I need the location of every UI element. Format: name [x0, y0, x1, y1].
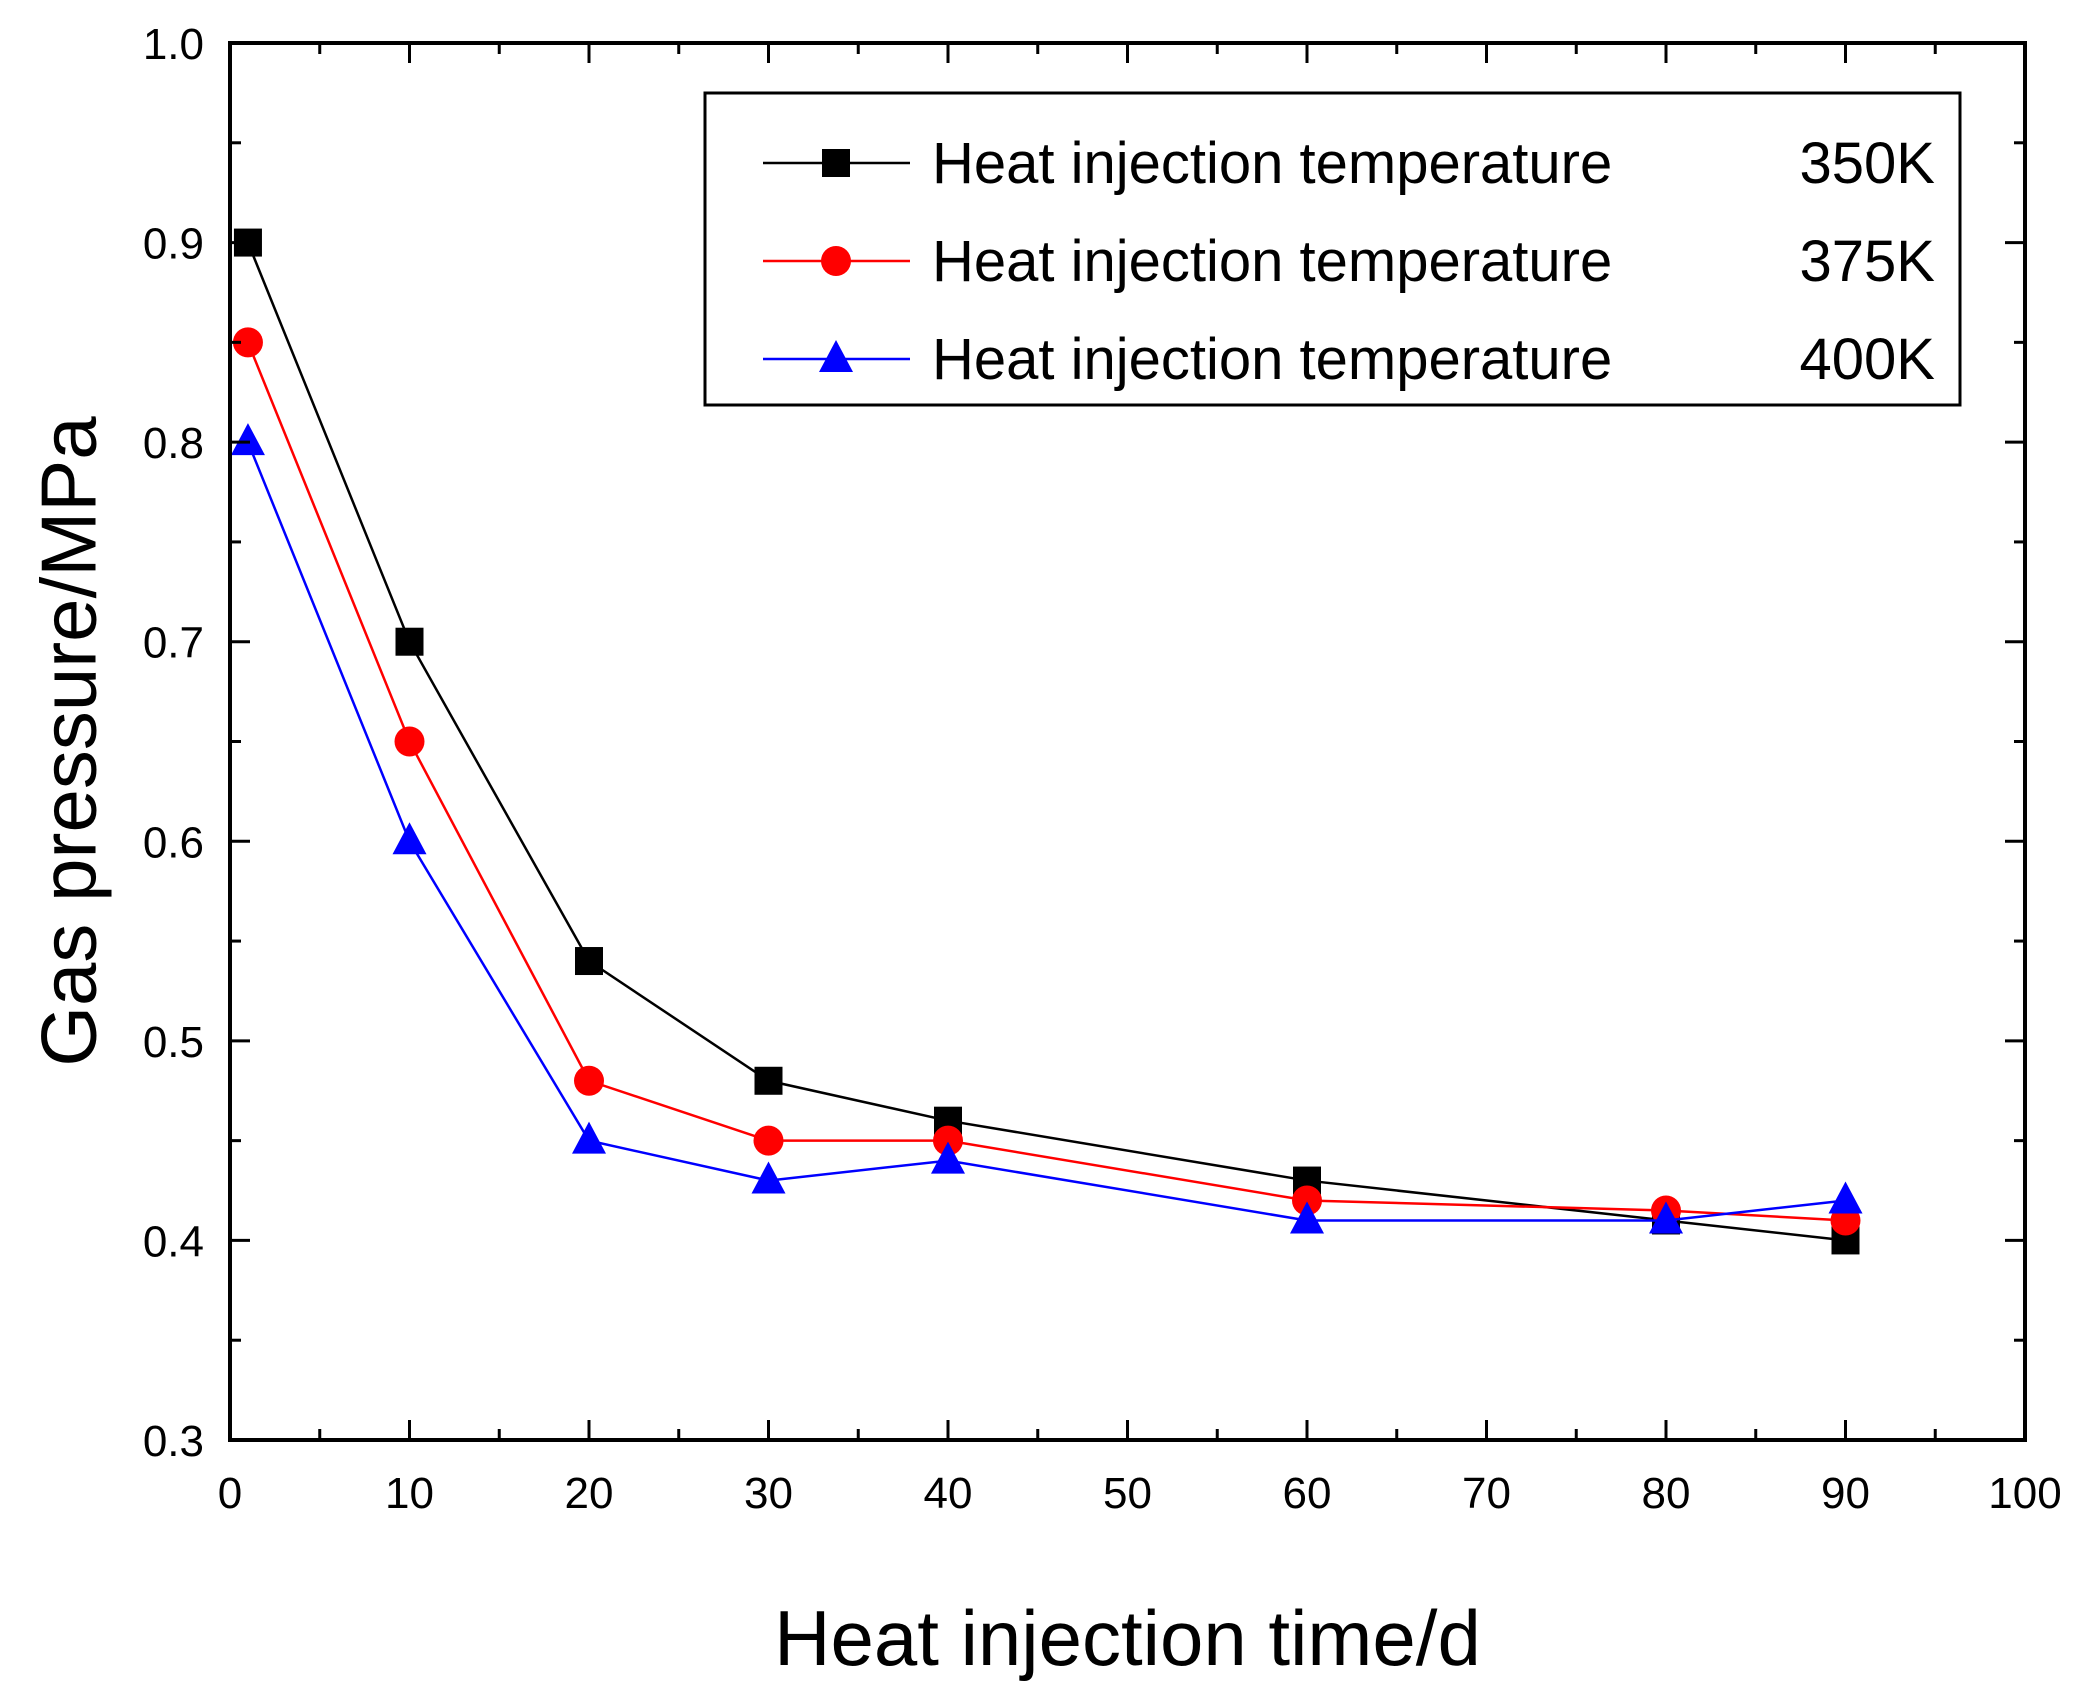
x-tick-label: 100 — [1988, 1469, 2061, 1518]
x-tick-label: 10 — [385, 1469, 434, 1518]
data-point — [392, 822, 427, 855]
series-1 — [232, 327, 1861, 1236]
x-tick-label: 30 — [744, 1469, 793, 1518]
x-axis: 0 10 20 30 40 50 60 70 80 90 100 — [218, 43, 2062, 1518]
legend-entry: Heat injection temperature 400K — [763, 327, 1935, 392]
x-tick-label: 70 — [1462, 1469, 1511, 1518]
data-point — [1290, 1201, 1324, 1234]
y-axis-title: Gas pressure/MPa — [25, 416, 113, 1067]
data-point — [394, 726, 425, 757]
legend-label: Heat injection temperature — [932, 131, 1612, 196]
y-tick-label: 0.6 — [143, 818, 204, 867]
legend-marker — [822, 149, 850, 177]
data-point — [1828, 1181, 1863, 1214]
y-tick-label: 1.0 — [143, 20, 204, 69]
data-point — [232, 327, 263, 358]
legend-entry: Heat injection temperature 350K — [763, 131, 1935, 196]
x-tick-label: 80 — [1642, 1469, 1691, 1518]
x-axis-title: Heat injection time/d — [774, 1594, 1481, 1682]
y-tick-label: 0.4 — [143, 1217, 204, 1266]
x-tick-label: 40 — [924, 1469, 973, 1518]
legend-marker — [821, 246, 851, 276]
legend-value: 400K — [1800, 327, 1936, 392]
x-tick-label: 0 — [218, 1469, 242, 1518]
series-line — [246, 441, 1846, 1222]
data-point — [230, 423, 265, 456]
legend-value: 375K — [1800, 229, 1936, 294]
legend-label: Heat injection temperature — [932, 327, 1612, 392]
y-tick-label: 0.7 — [143, 619, 204, 668]
series-2 — [230, 423, 1863, 1234]
x-tick-label: 60 — [1283, 1469, 1332, 1518]
data-point — [575, 947, 603, 976]
x-tick-label: 50 — [1103, 1469, 1152, 1518]
data-point — [572, 1121, 606, 1154]
legend-value: 350K — [1800, 131, 1936, 196]
legend-label: Heat injection temperature — [932, 229, 1612, 294]
y-tick-label: 0.5 — [143, 1018, 204, 1067]
data-point — [395, 627, 424, 656]
data-point — [753, 1125, 784, 1156]
data-point — [931, 1141, 965, 1174]
legend-entry: Heat injection temperature 375K — [763, 229, 1935, 294]
x-tick-label: 90 — [1821, 1469, 1870, 1518]
series-line — [246, 341, 1846, 1222]
legend-box — [703, 91, 1962, 407]
y-tick-label: 0.8 — [143, 419, 204, 468]
data-point — [1649, 1201, 1683, 1234]
data-point — [1292, 1185, 1322, 1216]
data-point — [751, 1161, 786, 1194]
legend-marker — [819, 340, 853, 372]
data-point — [933, 1125, 963, 1156]
data-point — [754, 1066, 783, 1095]
series-layer — [230, 228, 1863, 1255]
y-tick-label: 0.3 — [143, 1417, 204, 1466]
x-tick-label: 20 — [565, 1469, 614, 1518]
y-tick-label: 0.9 — [143, 220, 204, 269]
y-axis: 0.3 0.4 0.5 0.6 0.7 0.8 0.9 1.0 — [143, 20, 2025, 1466]
data-point — [574, 1065, 604, 1096]
series-line — [246, 242, 1846, 1242]
